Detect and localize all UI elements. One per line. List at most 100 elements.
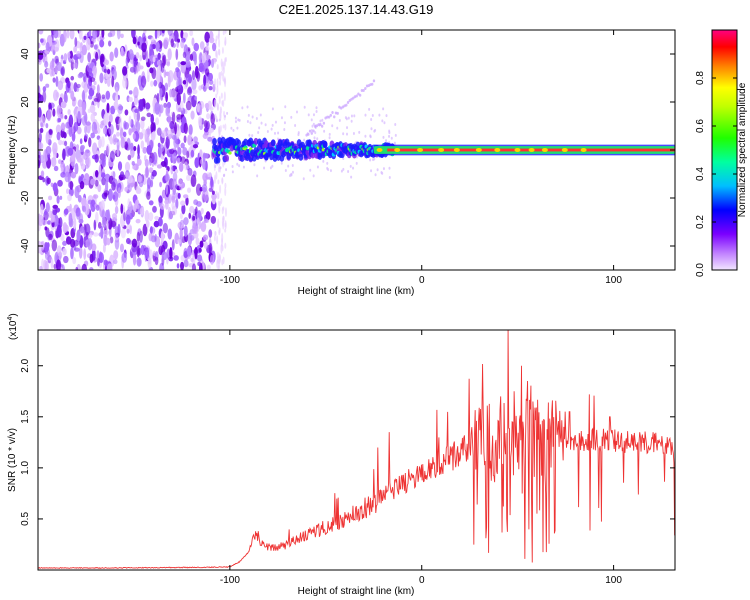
spectrogram-noise-blob <box>203 74 207 87</box>
spectrogram-noise-blob <box>132 252 137 266</box>
spectrogram-noise-blob <box>123 212 126 222</box>
colorbar-tick-label: 0.6 <box>695 119 706 133</box>
spectrogram-noise-blob <box>38 107 42 118</box>
spectrogram-noise-blob <box>100 136 105 148</box>
spectrogram-noise-blob <box>63 93 68 104</box>
spectrogram-noise-blob <box>204 102 210 109</box>
spectrogram-faint-point <box>370 127 373 131</box>
spectrogram-noise-blob <box>92 142 98 156</box>
spectrogram-faint-point <box>355 94 358 98</box>
spectrogram-noise-blob <box>185 73 191 82</box>
spectrogram-noise-blob <box>112 170 116 180</box>
spectrogram-noise-blob <box>196 103 200 113</box>
spectrogram-faint-point <box>394 133 397 137</box>
spectrogram-faint-point <box>257 130 260 134</box>
svg-text:(x104): (x104) <box>7 313 19 340</box>
spectrogram-noise-blob <box>101 94 106 100</box>
spectrogram-noise-blob <box>176 263 180 269</box>
spectrogram-faint-point <box>224 114 227 118</box>
spectrogram-noise-blob <box>108 121 111 128</box>
spectrogram-noise-blob <box>208 127 214 133</box>
spectrogram-noise-blob <box>124 141 129 150</box>
spectrogram-noise-blob <box>191 78 197 91</box>
spectrogram-signal-blob <box>305 146 310 151</box>
spectrogram-faint-point <box>266 130 269 134</box>
spectrogram-faint-point <box>270 127 273 131</box>
spectrogram-noise-blob <box>183 247 188 259</box>
spectrogram-noise-blob <box>150 122 156 134</box>
spectrogram-faint-point <box>393 141 396 145</box>
spectrogram-noise-blob <box>73 45 78 53</box>
spectrogram-noise-blob <box>60 101 67 109</box>
spectrogram-noise-blob <box>112 134 117 146</box>
spectrogram-noise-blob <box>218 95 221 105</box>
spectrogram-noise-blob <box>48 102 52 109</box>
spectrogram-faint-point <box>216 119 219 123</box>
spectrogram-faint-point <box>238 164 241 168</box>
spectrogram-faint-point <box>311 124 314 128</box>
snr-x-tick-label: 100 <box>605 575 622 586</box>
spectrogram-noise-blob <box>201 184 208 193</box>
spectrogram-noise-blob <box>77 194 82 203</box>
spectrogram-faint-point <box>371 82 374 86</box>
spectrogram-noise-blob <box>198 62 204 70</box>
spectrogram-noise-blob <box>67 147 74 156</box>
spectrogram-noise-blob <box>69 203 72 212</box>
spectrogram-noise-blob <box>216 235 219 245</box>
spectrogram-faint-point <box>388 134 391 138</box>
spectrogram-noise-blob <box>75 266 79 270</box>
spectrogram-noise-blob <box>138 132 144 140</box>
spectrogram-noise-blob <box>140 75 147 88</box>
spectrogram-noise-blob <box>150 113 155 125</box>
spectrogram-noise-blob <box>178 178 183 188</box>
spectrogram-signal-blob <box>307 139 312 147</box>
spectrogram-noise-blob <box>98 251 103 263</box>
colorbar-gradient <box>712 30 737 270</box>
spectrogram-noise-blob <box>76 157 83 163</box>
spectrogram-noise-blob <box>128 49 134 60</box>
spectrogram-noise-blob <box>74 163 79 175</box>
spectrogram-carrier-peak <box>453 148 460 152</box>
spectrogram-noise-blob <box>93 44 98 50</box>
spectrogram-noise-blob <box>78 245 83 259</box>
spectrogram-noise-blob <box>99 123 104 129</box>
spectrogram-faint-point <box>368 107 371 111</box>
spectrogram-noise-blob <box>224 123 227 131</box>
spectrogram-noise-blob <box>97 258 100 267</box>
spectrogram-noise-blob <box>89 104 96 114</box>
spectrogram-noise-blob <box>217 218 220 228</box>
spectrogram-faint-point <box>238 118 241 122</box>
spectrogram-noise-blob <box>214 113 217 120</box>
spectrogram-noise-blob <box>171 88 177 100</box>
spectrogram-noise-blob <box>38 30 44 35</box>
spectrogram-noise-blob <box>90 178 96 186</box>
spectrogram-noise-blob <box>197 116 203 127</box>
spectrogram-noise-blob <box>147 75 150 83</box>
spectrogram-faint-point <box>345 103 348 107</box>
spectrogram-noise-blob <box>39 266 43 270</box>
spectrogram-faint-point <box>219 166 222 170</box>
spectrogram-faint-point <box>333 115 336 119</box>
spectrogram-noise-blob <box>122 77 128 89</box>
spectrogram-faint-point <box>230 126 233 130</box>
spectrogram-noise-blob <box>203 218 210 224</box>
spectrogram-faint-point <box>315 106 318 110</box>
spectrogram-noise-blob <box>123 121 130 130</box>
spectrogram-noise-blob <box>222 30 225 36</box>
spectrogram-faint-point <box>362 88 365 92</box>
spectrogram-noise-blob <box>199 240 204 248</box>
spectrogram-marks <box>38 30 675 270</box>
spectrogram-noise-blob <box>45 123 49 129</box>
spectrogram-noise-blob <box>216 251 219 260</box>
spectrogram-noise-blob <box>81 115 87 126</box>
spectrogram-noise-blob <box>141 48 147 61</box>
spectrogram-faint-point <box>234 116 237 120</box>
spectrogram-noise-blob <box>181 203 186 215</box>
spectrogram-noise-blob <box>63 52 68 62</box>
spectrogram-noise-blob <box>206 264 211 270</box>
spectrogram-noise-blob <box>55 259 62 270</box>
spectrogram-noise-blob <box>96 250 100 260</box>
spectrogram-noise-blob <box>152 151 158 165</box>
spectrogram-faint-point <box>231 165 234 169</box>
spectrogram-faint-point <box>271 123 274 127</box>
